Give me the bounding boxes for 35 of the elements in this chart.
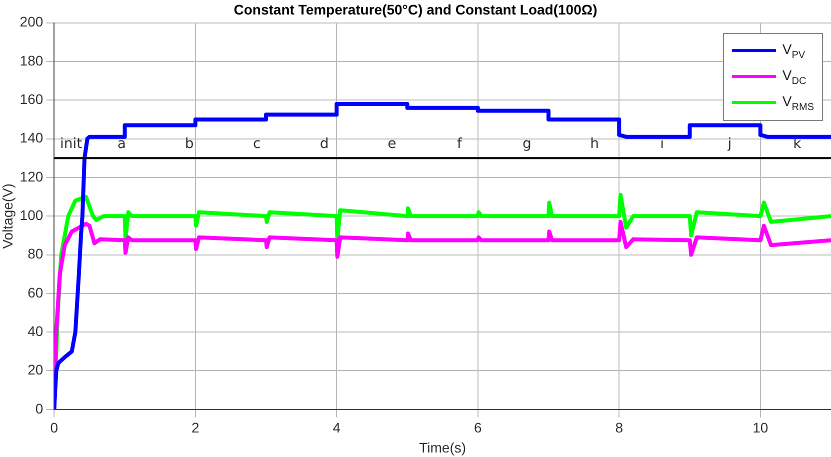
annotation: c <box>252 136 262 152</box>
y-axis-title: Voltage(V) <box>0 183 16 249</box>
y-tick-label: 60 <box>28 284 44 300</box>
annotation: i <box>659 136 666 152</box>
chart-title: Constant Temperature(50°C) and Constant Load(100Ω) <box>234 1 598 18</box>
x-axis-title: Time(s) <box>419 439 466 456</box>
x-tick-label: 10 <box>752 420 768 436</box>
annotation: k <box>792 136 802 152</box>
annotation: a <box>116 136 127 152</box>
y-tick-label: 200 <box>20 14 44 30</box>
annotation: g <box>522 136 532 152</box>
x-tick-label: 0 <box>50 420 58 436</box>
annotation: h <box>589 136 600 152</box>
x-tick-label: 8 <box>615 420 624 436</box>
x-tick-label: 6 <box>474 420 482 436</box>
annotation: b <box>184 136 195 152</box>
annotation: init <box>58 136 84 152</box>
annotation: e <box>386 136 398 152</box>
y-tick-label: 180 <box>20 52 44 68</box>
y-tick-label: 40 <box>28 322 44 339</box>
y-tick-label: 20 <box>28 362 44 378</box>
y-tick-label: 140 <box>20 130 44 146</box>
y-tick-label: 0 <box>35 400 44 416</box>
x-tick-label: 2 <box>192 420 200 436</box>
y-tick-label: 100 <box>20 206 44 223</box>
legend-label: V$_{PV}$ <box>782 40 806 61</box>
y-tick-label: 80 <box>28 246 44 262</box>
x-tick-label: 4 <box>332 420 341 436</box>
legend-label: V$_{RMS}$ <box>782 92 814 113</box>
annotation: f <box>456 136 464 152</box>
legend-label: V$_{DC}$ <box>782 66 806 87</box>
y-tick-label: 160 <box>20 90 44 107</box>
annotation: d <box>318 136 330 152</box>
annotation: j <box>726 136 733 152</box>
y-tick-label: 120 <box>20 168 44 184</box>
